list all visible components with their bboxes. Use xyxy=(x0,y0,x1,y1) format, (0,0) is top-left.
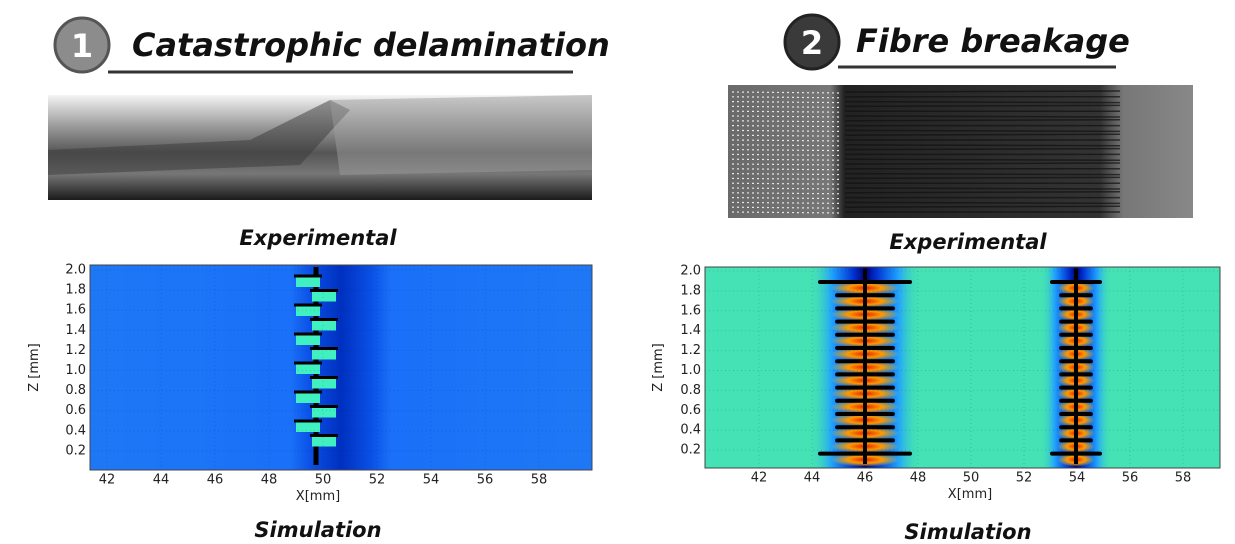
y-tick-label: 0.6 xyxy=(65,403,86,418)
photo-fibre xyxy=(845,177,1120,178)
photo-fibre xyxy=(845,163,1120,164)
x-tick-label: 52 xyxy=(369,473,386,488)
photo-caption: Experimental xyxy=(239,226,397,250)
photo-fibre xyxy=(845,149,1120,150)
x-tick-label: 54 xyxy=(423,473,440,488)
x-tick-label: 44 xyxy=(804,471,821,486)
x-tick-label: 50 xyxy=(315,473,332,488)
x-tick-label: 50 xyxy=(963,471,980,486)
y-tick-label: 1.2 xyxy=(680,343,701,358)
y-tick-label: 1.6 xyxy=(680,303,701,318)
x-tick-label: 58 xyxy=(1175,471,1192,486)
y-tick-label: 1.0 xyxy=(680,363,701,378)
photo-fibre xyxy=(845,130,1120,131)
y-axis-label: Z [mm] xyxy=(27,343,42,392)
delamination xyxy=(312,379,336,389)
photo-fibre xyxy=(845,145,1120,146)
plot-caption: Simulation xyxy=(254,518,381,542)
figure: 1 Catastrophic delamination Experimental… xyxy=(0,0,1235,544)
badge-number: 2 xyxy=(801,24,823,62)
y-tick-label: 0.4 xyxy=(65,423,86,438)
delamination xyxy=(296,422,320,432)
delamination xyxy=(312,292,336,302)
x-tick-label: 56 xyxy=(1122,471,1139,486)
delamination xyxy=(312,437,336,447)
y-tick-label: 1.4 xyxy=(680,323,701,338)
y-tick-label: 0.2 xyxy=(680,443,701,458)
photo-fibre xyxy=(845,102,1120,103)
y-tick-label: 2.0 xyxy=(680,264,701,279)
y-tick-label: 0.8 xyxy=(680,383,701,398)
delamination xyxy=(296,393,320,403)
x-axis-label: X[mm] xyxy=(296,489,340,504)
photo-fibre xyxy=(845,105,1120,106)
y-axis-label: Z [mm] xyxy=(651,343,666,392)
y-tick-label: 1.0 xyxy=(65,363,86,378)
x-axis-label: X[mm] xyxy=(948,487,992,502)
y-tick-label: 0.8 xyxy=(65,383,86,398)
badge-number: 1 xyxy=(71,27,93,65)
y-tick-label: 0.2 xyxy=(65,443,86,458)
page: {"panels": [ {"number": "1", "title": "C… xyxy=(0,0,1235,544)
y-tick-label: 2.0 xyxy=(65,263,86,278)
photo-fibre xyxy=(845,134,1120,135)
photo-fibre xyxy=(845,120,1120,121)
x-tick-label: 48 xyxy=(261,473,278,488)
panel-title: Catastrophic delamination xyxy=(132,26,610,64)
delamination xyxy=(296,364,320,374)
delamination xyxy=(312,321,336,331)
photo-caption: Experimental xyxy=(889,230,1047,254)
y-tick-label: 1.8 xyxy=(65,283,86,298)
x-tick-label: 42 xyxy=(751,471,768,486)
y-tick-label: 1.8 xyxy=(680,283,701,298)
photo-fibre xyxy=(845,116,1120,117)
delamination xyxy=(312,408,336,418)
y-tick-label: 1.6 xyxy=(65,303,86,318)
x-tick-label: 52 xyxy=(1016,471,1033,486)
y-tick-label: 1.2 xyxy=(65,343,86,358)
x-tick-label: 44 xyxy=(153,473,170,488)
x-tick-label: 54 xyxy=(1069,471,1086,486)
photo-fibre xyxy=(845,159,1120,160)
photo-fibre xyxy=(845,192,1120,193)
delamination xyxy=(312,350,336,360)
heatmap xyxy=(90,265,592,470)
x-tick-label: 56 xyxy=(477,473,494,488)
delamination xyxy=(296,306,320,316)
photo-detail xyxy=(330,95,592,175)
plot-caption: Simulation xyxy=(904,520,1031,544)
panel-title: Fibre breakage xyxy=(856,22,1130,60)
delamination xyxy=(296,335,320,345)
x-tick-label: 46 xyxy=(857,471,874,486)
y-tick-label: 1.4 xyxy=(65,323,86,338)
x-tick-label: 58 xyxy=(531,473,548,488)
x-tick-label: 48 xyxy=(910,471,927,486)
delamination xyxy=(296,277,320,287)
y-tick-label: 0.6 xyxy=(680,403,701,418)
photo-fibre xyxy=(845,174,1120,175)
photo-fibre xyxy=(845,188,1120,189)
x-tick-label: 42 xyxy=(99,473,116,488)
photo-fibre xyxy=(845,91,1120,92)
photo-fibre xyxy=(845,206,1120,207)
heatmap xyxy=(705,267,1220,468)
x-tick-label: 46 xyxy=(207,473,224,488)
photo-fibre xyxy=(845,202,1120,203)
y-tick-label: 0.4 xyxy=(680,423,701,438)
